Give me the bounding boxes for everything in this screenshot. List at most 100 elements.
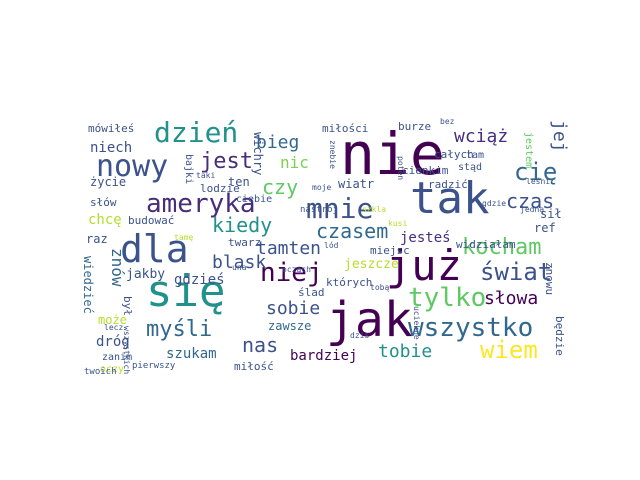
cloud-canvas bbox=[80, 106, 560, 370]
word: niej bbox=[260, 258, 323, 288]
word: jesteś bbox=[400, 230, 451, 246]
word: mnie bbox=[306, 192, 373, 225]
word: cię bbox=[514, 158, 557, 186]
word: słów bbox=[90, 196, 117, 209]
word: jedną bbox=[520, 205, 544, 214]
word: pierwszy bbox=[132, 361, 176, 371]
word: ocząch bbox=[282, 265, 311, 274]
word: lecz bbox=[104, 323, 123, 332]
word: radzić bbox=[428, 178, 468, 191]
word: znów bbox=[108, 248, 127, 287]
word: wiatr bbox=[338, 177, 374, 191]
word: nastrój bbox=[300, 204, 338, 215]
word: ameryka bbox=[146, 189, 256, 219]
word: una bbox=[232, 263, 247, 272]
word: szkla bbox=[362, 205, 386, 214]
word: jeszcze bbox=[344, 257, 399, 272]
word: oczy bbox=[100, 364, 124, 375]
word: nowy bbox=[96, 149, 168, 184]
word: zawsze bbox=[268, 319, 311, 333]
word: kiedy bbox=[212, 213, 272, 237]
word: życie bbox=[90, 175, 126, 189]
word: może bbox=[98, 313, 127, 327]
word: jestem bbox=[523, 132, 534, 168]
word: miejsc bbox=[370, 244, 410, 257]
word: bez bbox=[440, 117, 455, 126]
word: wszystko bbox=[408, 313, 533, 343]
word: bieg bbox=[256, 132, 299, 153]
word: sobie bbox=[266, 298, 320, 319]
word: stąd bbox=[458, 162, 482, 173]
word: tobą bbox=[370, 283, 389, 292]
word: ten bbox=[228, 175, 250, 189]
word: tylko bbox=[408, 283, 486, 313]
word: tak bbox=[410, 173, 489, 224]
word: nas bbox=[242, 333, 278, 357]
word: szukam bbox=[166, 346, 217, 362]
word: świat bbox=[480, 258, 552, 286]
word: jej bbox=[549, 120, 570, 153]
word: leśni bbox=[526, 176, 550, 186]
word: dróg bbox=[96, 334, 130, 350]
word: kocham bbox=[462, 235, 541, 260]
word: czas bbox=[506, 189, 554, 213]
word: wiedzieć bbox=[81, 256, 95, 314]
word: taki bbox=[196, 171, 215, 180]
word: całych bbox=[434, 148, 474, 161]
word: znowu bbox=[543, 262, 556, 295]
word: wciąż bbox=[454, 126, 508, 147]
word: dzis bbox=[350, 331, 369, 340]
word: blask bbox=[212, 252, 266, 273]
word: jakby bbox=[126, 267, 165, 282]
word: znebie bbox=[328, 140, 337, 169]
word: myśli bbox=[146, 317, 212, 342]
word: lodzie bbox=[200, 182, 240, 195]
word: lód bbox=[324, 240, 339, 250]
word: już bbox=[386, 241, 462, 290]
word: niech bbox=[90, 140, 132, 156]
word: twarz bbox=[228, 236, 261, 249]
word: moje bbox=[312, 183, 331, 192]
word: czasem bbox=[316, 219, 388, 243]
word: raz bbox=[86, 232, 108, 246]
word: czy bbox=[262, 175, 298, 199]
word: dzień bbox=[154, 116, 238, 149]
word: chcę bbox=[88, 212, 122, 228]
word: jak bbox=[326, 292, 413, 348]
word: słowa bbox=[484, 288, 538, 309]
word: ślad bbox=[298, 286, 325, 299]
word: twoich bbox=[84, 367, 117, 377]
word: kusi bbox=[388, 219, 407, 228]
word: będzie bbox=[553, 316, 566, 356]
word: cienkim bbox=[402, 164, 449, 177]
word: wszystkich bbox=[122, 326, 131, 374]
word: ref bbox=[534, 221, 556, 235]
word: mówiłeś bbox=[88, 122, 134, 135]
word: poten bbox=[396, 156, 405, 180]
word: gdzie bbox=[482, 199, 506, 208]
word: był bbox=[121, 296, 134, 316]
word: tamę bbox=[174, 233, 193, 242]
word: burze bbox=[398, 120, 431, 133]
word: zanim bbox=[102, 352, 132, 363]
word: bardziej bbox=[290, 348, 357, 364]
word: tamten bbox=[256, 238, 321, 259]
word: miłość bbox=[234, 360, 274, 373]
word: sił bbox=[540, 207, 562, 221]
word: gdzieś bbox=[174, 272, 225, 288]
word: nie bbox=[340, 120, 445, 188]
word: których bbox=[326, 276, 372, 289]
word: wiem bbox=[480, 336, 538, 364]
word: jest bbox=[200, 149, 253, 174]
word: bajki bbox=[183, 154, 194, 184]
word: miłości bbox=[322, 122, 368, 135]
word: dla bbox=[120, 227, 189, 271]
word: ciebie bbox=[236, 194, 272, 205]
word: się bbox=[146, 266, 225, 317]
word: tam bbox=[466, 150, 484, 161]
word: budować bbox=[128, 214, 174, 227]
word: nic bbox=[280, 153, 309, 172]
word: widziałam bbox=[456, 238, 516, 251]
